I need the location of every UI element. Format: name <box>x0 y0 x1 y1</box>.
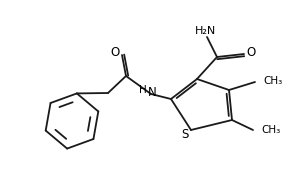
Text: S: S <box>181 128 189 141</box>
Text: H: H <box>139 85 147 95</box>
Text: N: N <box>148 85 156 98</box>
Text: H₂N: H₂N <box>195 26 217 36</box>
Text: O: O <box>110 46 120 59</box>
Text: CH₃: CH₃ <box>261 125 280 135</box>
Text: O: O <box>246 46 256 59</box>
Text: CH₃: CH₃ <box>263 76 282 86</box>
